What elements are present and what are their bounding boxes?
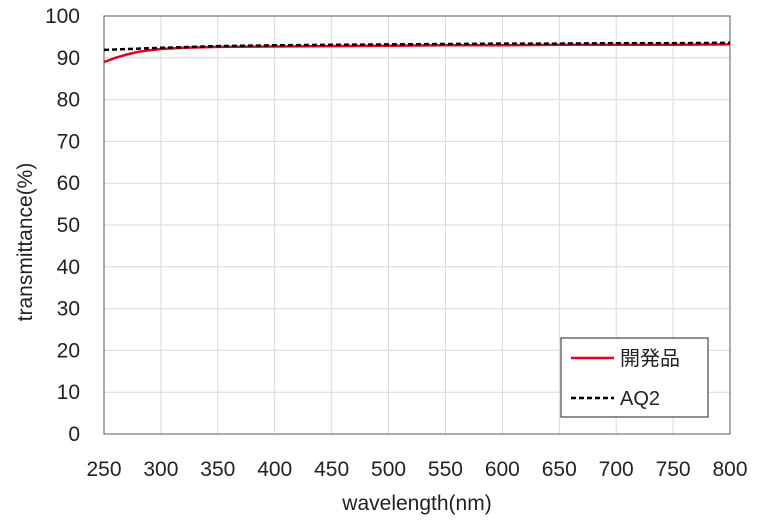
x-tick-label: 350 (200, 458, 235, 481)
x-tick-label: 500 (371, 458, 406, 481)
series-line-kaihatsuhin (103, 43, 731, 64)
y-tick-label: 40 (57, 256, 80, 279)
series-line-aq2 (103, 41, 731, 52)
x-tick-label: 750 (656, 458, 691, 481)
y-tick-label: 0 (68, 423, 80, 446)
x-tick-label: 400 (257, 458, 292, 481)
legend: 開発品 AQ2 (560, 337, 709, 418)
x-tick-label: 550 (428, 458, 463, 481)
y-tick-label: 100 (45, 5, 80, 28)
y-tick-label: 50 (57, 214, 80, 237)
y-axis-tick-labels: 0 10 20 30 40 50 60 70 80 90 100 (45, 5, 80, 446)
y-tick-label: 70 (57, 130, 80, 153)
x-tick-label: 450 (314, 458, 349, 481)
legend-box (560, 337, 709, 418)
x-tick-label: 650 (542, 458, 577, 481)
y-tick-label: 90 (57, 47, 80, 70)
y-tick-label: 30 (57, 298, 80, 321)
y-tick-label: 10 (57, 381, 80, 404)
x-tick-label: 800 (712, 458, 747, 481)
y-tick-label: 60 (57, 172, 80, 195)
y-tick-label: 20 (57, 339, 80, 362)
x-tick-label: 600 (485, 458, 520, 481)
x-tick-label: 250 (86, 458, 121, 481)
x-tick-label: 300 (143, 458, 178, 481)
legend-label-aq2: AQ2 (620, 388, 660, 410)
series-lines (103, 41, 731, 64)
y-axis-label: transmittance(%) (14, 163, 37, 322)
y-tick-label: 80 (57, 89, 80, 112)
plot-area-frame (103, 15, 731, 435)
legend-label-kaihatsuhin: 開発品 (620, 347, 680, 370)
x-axis-label: wavelength(nm) (341, 492, 491, 515)
x-tick-label: 700 (599, 458, 634, 481)
x-axis-tick-labels: 250 300 350 400 450 500 550 600 650 700 750 800 (86, 458, 747, 481)
